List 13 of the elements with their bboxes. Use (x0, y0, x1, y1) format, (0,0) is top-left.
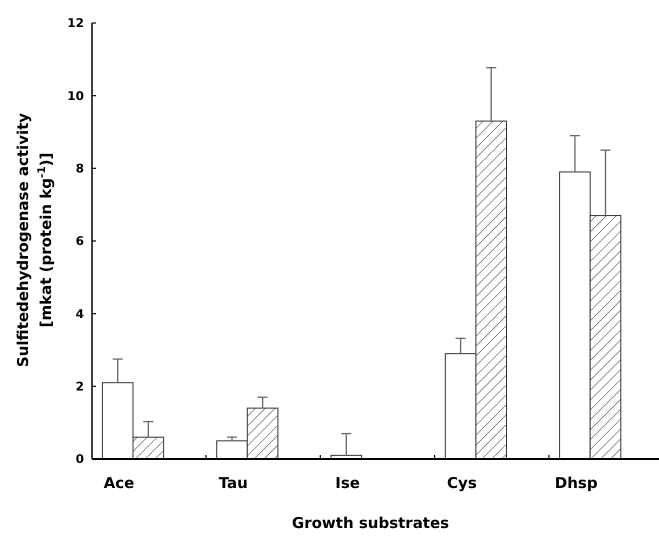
x-tick-label: Cys (447, 474, 477, 492)
y-tick-label: 8 (76, 162, 84, 176)
x-tick-label: Ise (335, 474, 360, 492)
y-tick-label: 10 (67, 88, 84, 103)
y-tick-label: 12 (67, 16, 84, 30)
x-tick-label: Tau (218, 474, 248, 492)
y-tick-label: 0 (76, 452, 84, 466)
x-tick-label: Ace (104, 474, 134, 492)
x-axis-title: Growth substrates (292, 514, 450, 532)
y-tick-label: 2 (76, 380, 84, 394)
x-tick-label: Dhsp (554, 474, 598, 492)
y-tick-label: 4 (76, 306, 84, 321)
y-tick-label: 6 (76, 234, 84, 248)
